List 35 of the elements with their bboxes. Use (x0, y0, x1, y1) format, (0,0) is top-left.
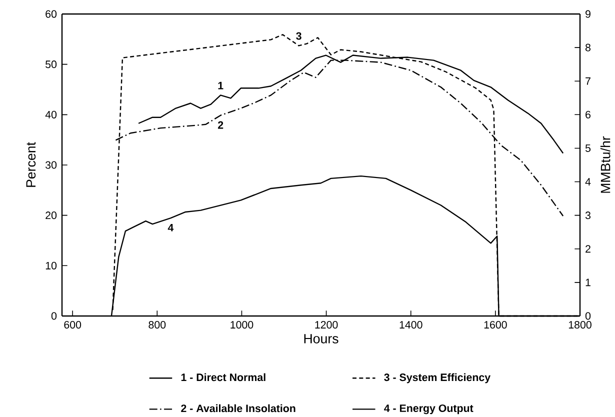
y2-tick-label: 7 (586, 77, 590, 85)
y-tick-label: 20 (46, 212, 57, 220)
y2-tick-label: 6 (586, 110, 590, 118)
x-axis-title: Hours (304, 334, 338, 344)
y-tick-label: 40 (45, 110, 57, 118)
y2-tick-label: 9 (586, 10, 590, 18)
y2-tick-label: 2 (586, 245, 590, 253)
legend-label: 1 - Direct Normal (181, 373, 266, 382)
y2-tick-label: 0 (585, 312, 591, 320)
legend-label: 3 - System Efficiency (384, 373, 491, 384)
y-tick-label: 10 (46, 262, 57, 270)
y2-tick-label: 3 (585, 212, 590, 220)
y-tick-label: 50 (46, 60, 57, 68)
x-tick-label: 1800 (568, 321, 592, 329)
y2-axis-title: MMBtu/hr (600, 136, 610, 193)
y2-tick-label: 4 (585, 178, 591, 186)
x-tick-label: 600 (64, 321, 82, 329)
legend-label: 4 - Energy Output (384, 404, 474, 414)
annotation: 1 (218, 82, 224, 90)
y2-tick-label: 5 (585, 144, 591, 152)
y-tick-label: 0 (51, 312, 57, 320)
y-tick-label: 30 (45, 161, 57, 169)
annotation: 3 (296, 32, 302, 40)
x-tick-label: 1000 (230, 321, 254, 329)
y2-tick-label: 1 (586, 278, 590, 286)
y-axis-title: Percent (26, 142, 36, 187)
annotation: 4 (168, 224, 174, 232)
x-tick-label: 1600 (484, 321, 507, 329)
legend-label: 2 - Available Insolation (181, 404, 296, 412)
x-tick-label: 1400 (400, 321, 422, 329)
y2-tick-label: 8 (586, 44, 590, 52)
annotation: 2 (218, 121, 224, 129)
y-tick-label: 60 (46, 10, 57, 18)
x-tick-label: 800 (148, 321, 166, 329)
x-tick-label: 1200 (315, 321, 338, 329)
